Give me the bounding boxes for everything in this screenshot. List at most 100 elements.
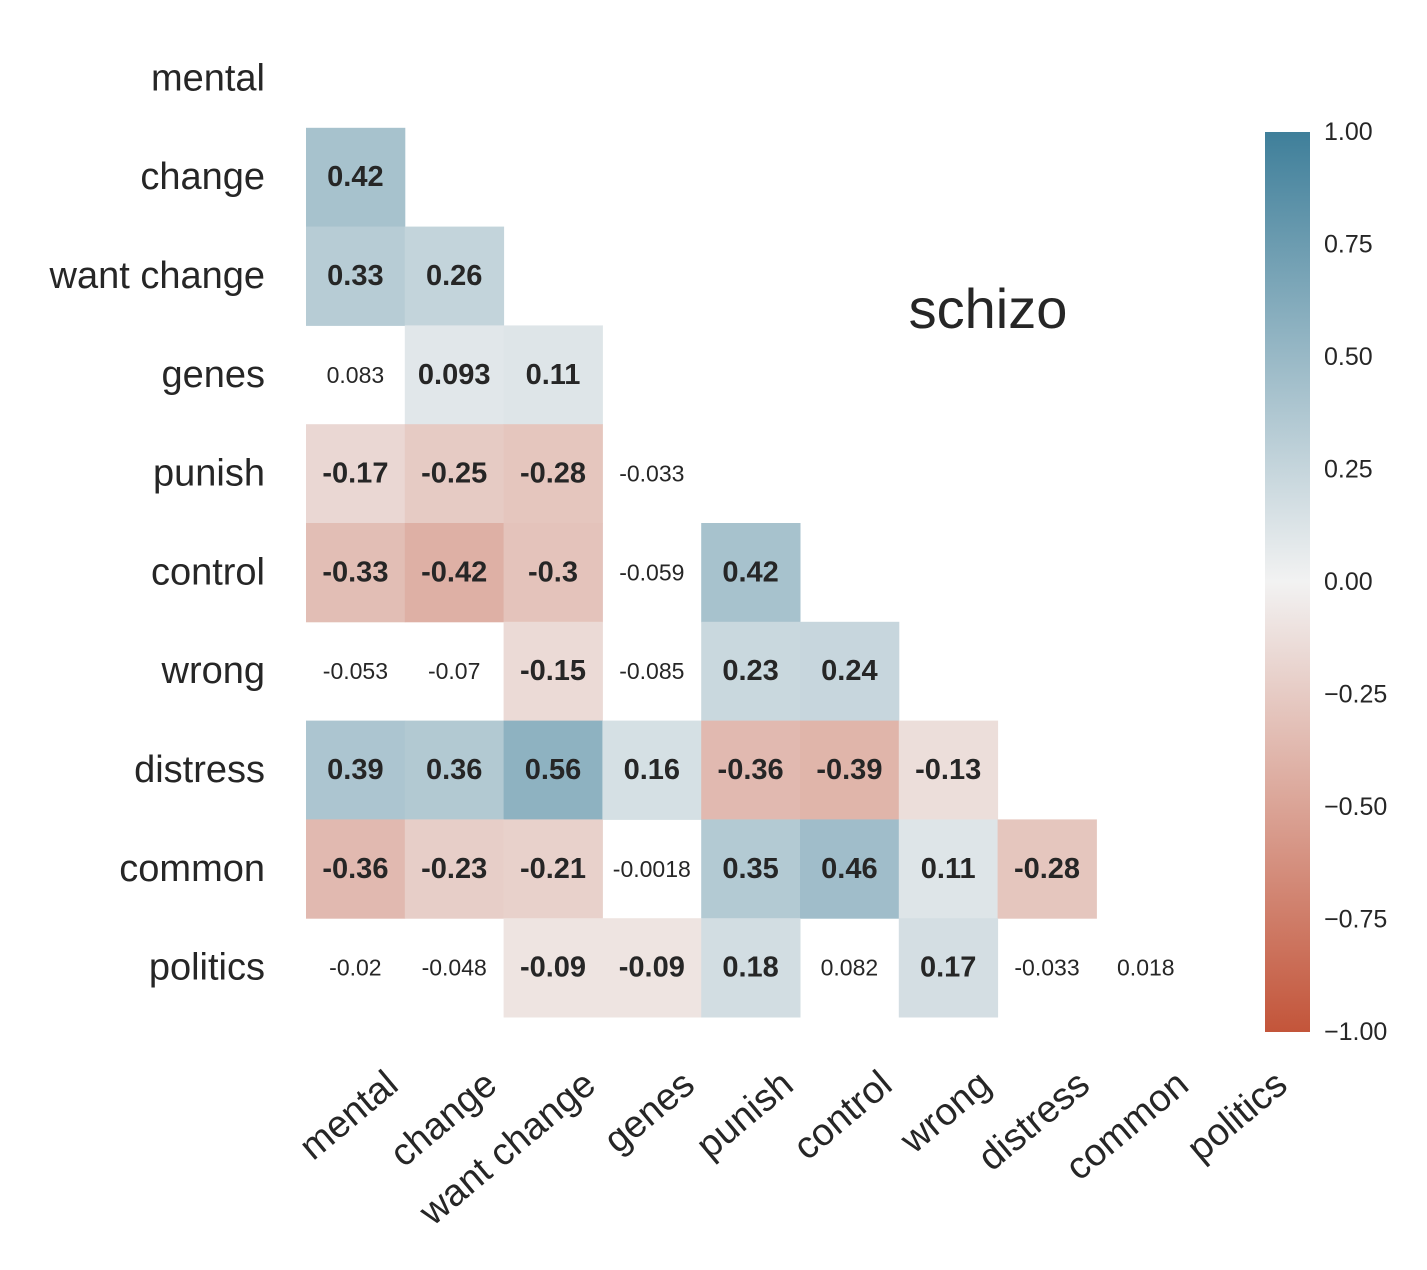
heatmap-cell-label-9-6: 0.17 — [920, 952, 976, 984]
heatmap-cell-7-0 — [306, 720, 406, 820]
heatmap-cell-8-5 — [800, 819, 900, 919]
colorbar-tick-label: −0.75 — [1324, 906, 1387, 934]
colorbar-ticks: 1.00 0.75 0.50 0.25 0.00 −0.25 −0.50 −0.75 −1.00 — [1324, 118, 1387, 1046]
heatmap-cell-8-2 — [503, 819, 603, 919]
colorbar-tick-label: −1.00 — [1324, 1018, 1387, 1046]
colorbar-tick-label: 1.00 — [1324, 118, 1373, 146]
heatmap-cell-label-8-0: -0.36 — [322, 853, 388, 885]
heatmap-cell-label-4-0: -0.17 — [322, 458, 388, 490]
row-label: change — [140, 156, 265, 198]
heatmap-cell-9-6 — [898, 918, 999, 1018]
heatmap-cell-label-4-1: -0.25 — [421, 458, 487, 490]
row-label: punish — [153, 453, 265, 495]
heatmap-cell-label-7-2: 0.56 — [525, 754, 581, 786]
colorbar-gradient — [1265, 132, 1310, 1032]
heatmap-cell-1-0 — [306, 127, 406, 228]
colorbar-tick-label: −0.50 — [1324, 793, 1387, 821]
heatmap-cell-labels: 0.42 0.33 0.26 0.083 0.093 0.11 -0.17 -0.25 -0.2… — [322, 161, 1174, 983]
heatmap-cell-4-2 — [503, 424, 603, 524]
heatmap-cell-label-8-6: 0.11 — [921, 853, 976, 885]
heatmap-cell-label-9-1: -0.048 — [422, 955, 487, 981]
heatmap-cell-8-4 — [701, 819, 801, 919]
heatmap-cell-label-7-0: 0.39 — [327, 754, 383, 786]
heatmap-cell-label-7-1: 0.36 — [426, 754, 482, 786]
heatmap-cell-5-1 — [404, 523, 505, 623]
heatmap-cell-2-0 — [306, 226, 406, 326]
heatmap-cell-label-8-4: 0.35 — [722, 853, 778, 885]
colorbar: 1.00 0.75 0.50 0.25 0.00 −0.25 −0.50 −0.75 −1.00 — [1265, 118, 1387, 1046]
column-label: punish — [689, 1063, 802, 1167]
heatmap-cell-6-5 — [800, 621, 900, 722]
heatmap-cell-label-6-0: -0.053 — [323, 658, 388, 684]
heatmap-cell-label-8-2: -0.21 — [520, 853, 586, 885]
heatmap-cell-5-0 — [306, 523, 406, 623]
heatmap-cell-label-8-3: -0.0018 — [613, 856, 691, 882]
heatmap-cell-label-3-2: 0.11 — [526, 359, 581, 391]
heatmap-cell-label-5-3: -0.059 — [619, 559, 684, 585]
heatmap-cell-7-6 — [898, 720, 999, 820]
heatmap-cell-3-1 — [404, 325, 505, 425]
heatmap-cell-label-9-4: 0.18 — [722, 952, 778, 984]
heatmap-cell-3-2 — [503, 325, 603, 425]
heatmap-cell-label-5-1: -0.42 — [421, 556, 487, 588]
heatmap-cell-2-1 — [404, 226, 505, 326]
heatmap-cell-label-8-1: -0.23 — [421, 853, 487, 885]
heatmap-cell-label-9-7: -0.033 — [1014, 955, 1079, 981]
heatmap-cell-label-6-5: 0.24 — [821, 655, 877, 687]
row-labels: mental change want change genes punish contro… — [49, 57, 266, 988]
heatmap-cell-8-6 — [898, 819, 999, 919]
heatmap-cell-7-2 — [503, 720, 603, 820]
heatmap-cell-label-4-2: -0.28 — [520, 458, 586, 490]
heatmap-cells — [306, 127, 1097, 1018]
chart-annotation: schizo — [909, 277, 1068, 340]
heatmap-cell-4-1 — [404, 424, 505, 524]
heatmap-cell-label-7-3: 0.16 — [624, 754, 680, 786]
colorbar-tick-label: −0.25 — [1324, 681, 1387, 709]
heatmap-cell-label-2-0: 0.33 — [327, 260, 383, 292]
column-label: genes — [596, 1063, 702, 1162]
heatmap-cell-7-5 — [800, 720, 900, 820]
heatmap-cell-label-7-4: -0.36 — [718, 754, 784, 786]
heatmap-cell-label-6-3: -0.085 — [619, 658, 684, 684]
heatmap-cell-label-5-0: -0.33 — [322, 556, 388, 588]
heatmap-cell-label-8-5: 0.46 — [821, 853, 877, 885]
heatmap-cell-label-1-0: 0.42 — [327, 161, 383, 193]
colorbar-tick-label: 0.25 — [1324, 456, 1373, 484]
heatmap-cell-label-5-2: -0.3 — [528, 556, 578, 588]
heatmap-cell-label-4-3: -0.033 — [619, 461, 684, 487]
colorbar-tick-label: 0.50 — [1324, 343, 1373, 371]
heatmap-cell-label-9-2: -0.09 — [520, 952, 586, 984]
heatmap-cell-label-8-7: -0.28 — [1014, 853, 1080, 885]
column-label: politics — [1179, 1063, 1295, 1170]
heatmap-cell-5-4 — [701, 523, 801, 623]
heatmap-cell-4-0 — [306, 424, 406, 524]
row-label: genes — [161, 354, 265, 396]
heatmap-cell-7-4 — [701, 720, 801, 820]
heatmap-cell-label-9-3: -0.09 — [619, 952, 685, 984]
heatmap-cell-7-1 — [404, 720, 505, 820]
row-label: control — [151, 551, 265, 593]
heatmap-cell-label-2-1: 0.26 — [426, 260, 482, 292]
heatmap-cell-6-2 — [503, 621, 603, 722]
column-label: control — [786, 1063, 900, 1168]
heatmap-cell-label-9-0: -0.02 — [329, 955, 381, 981]
heatmap-cell-label-3-1: 0.093 — [418, 359, 491, 391]
row-label: politics — [149, 947, 265, 989]
heatmap-cell-label-9-8: 0.018 — [1117, 955, 1175, 981]
row-label: want change — [49, 255, 266, 297]
heatmap-cell-9-2 — [503, 918, 603, 1018]
heatmap-cell-label-3-0: 0.083 — [327, 362, 385, 388]
row-label: wrong — [161, 650, 266, 692]
heatmap-cell-label-9-5: 0.082 — [821, 955, 879, 981]
row-label: distress — [134, 749, 265, 791]
heatmap-cell-label-5-4: 0.42 — [722, 556, 778, 588]
heatmap-cell-label-6-1: -0.07 — [428, 658, 480, 684]
heatmap-cell-9-3 — [602, 918, 702, 1018]
heatmap-cell-label-7-5: -0.39 — [816, 754, 882, 786]
heatmap-cell-label-7-6: -0.13 — [915, 754, 981, 786]
heatmap-cell-label-6-4: 0.23 — [722, 655, 778, 687]
heatmap-cell-5-2 — [503, 523, 603, 623]
column-label: mental — [292, 1063, 406, 1168]
